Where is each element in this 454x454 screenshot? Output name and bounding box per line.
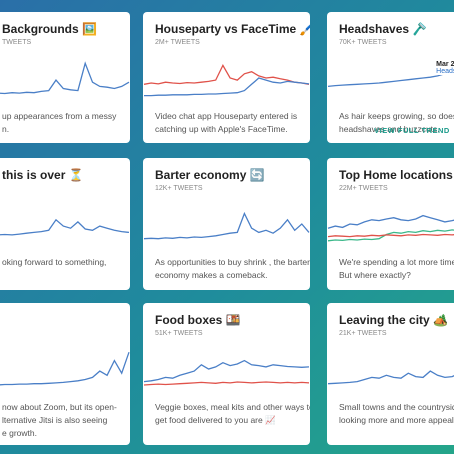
card-description: Small towns and the countryside a looking…: [339, 401, 454, 427]
trend-card: this is over ⏳ oking forward to something…: [0, 158, 130, 290]
trend-card: Barter economy 🔄 12K+ TWEETS As opportunit…: [143, 158, 310, 290]
trend-card: Houseparty vs FaceTime 🖌️ 2M+ TWEETS Video…: [143, 12, 310, 143]
tweet-count: 22M+ TWEETS: [339, 185, 388, 192]
sparkline: [143, 359, 310, 386]
trend-line: [0, 351, 130, 386]
sparkline: [327, 214, 454, 242]
tweet-count: 70K+ TWEETS: [339, 39, 387, 46]
trend-line: [143, 211, 310, 240]
card-description: As opportunities to buy shrink , the bar…: [155, 256, 310, 282]
tooltip-date: Mar 26: [436, 61, 454, 68]
card-title: Food boxes 🍱: [155, 313, 241, 327]
description-line: We're spending a lot more time at: [339, 257, 454, 267]
tweet-count: 51K+ TWEETS: [155, 330, 203, 337]
sparkline: [143, 64, 310, 97]
sparkline: [327, 370, 454, 385]
description-line: As hair keeps growing, so does in: [339, 111, 454, 121]
trend-line: [327, 233, 454, 238]
tweet-count: 21K+ TWEETS: [339, 330, 387, 337]
card-description: oking forward to something,: [2, 256, 106, 269]
tweet-count: 12K+ TWEETS: [155, 185, 203, 192]
card-title: Top Home locations 🏠: [339, 168, 454, 182]
description-line: looking more and more appealing: [339, 415, 454, 425]
card-description: Veggie boxes, meal kits and other ways t…: [155, 401, 310, 427]
card-description: up appearances from a messy n.: [2, 110, 116, 136]
trend-line: [143, 359, 310, 383]
trend-line: [143, 381, 310, 386]
trend-card: Backgrounds 🖼️ TWEETS up appearances from …: [0, 12, 130, 143]
description-line: lternative Jitsi is also seeing: [2, 415, 108, 425]
view-trend-link[interactable]: VIEW FULL TREND: [374, 126, 450, 135]
card-title: this is over ⏳: [2, 168, 84, 182]
description-line: catching up with Apple's FaceTime.: [155, 124, 288, 134]
sparkline: [0, 218, 130, 236]
trend-line: [143, 64, 310, 85]
description-line: oking forward to something,: [2, 257, 107, 267]
card-title: Headshaves 🪒: [339, 22, 428, 36]
sparkline: [327, 72, 454, 88]
tweet-count: [2, 316, 118, 324]
trend-line: [327, 370, 454, 385]
description-line: up appearances from a messy: [2, 111, 117, 121]
description-line: n.: [2, 124, 10, 134]
tooltip-value: Headshave: 5,788: [436, 68, 454, 75]
description-line: But where exactly?: [339, 270, 411, 280]
trend-line: [144, 77, 310, 97]
tweet-count: TWEETS: [2, 39, 32, 46]
card-description: Video chat app Houseparty entered is catc…: [155, 110, 297, 136]
trend-card: now about Zoom, but its open-lternative …: [0, 303, 130, 445]
trend-card[interactable]: Leaving the city 🏕️ 21K+ TWEETS Small town…: [327, 303, 454, 445]
description-line: headshaves and buzzcuts.: [339, 124, 440, 134]
sparkline: [143, 211, 310, 240]
tweet-count: 2M+ TWEETS: [155, 39, 200, 46]
trend-card[interactable]: Top Home locations 🏠 22M+ TWEETS We're spe…: [327, 158, 454, 290]
trend-line: [327, 229, 454, 242]
trend-line: [0, 61, 130, 95]
description-line: As opportunities to buy shrink , the bar…: [155, 257, 310, 267]
description-line: e growth.: [2, 428, 37, 438]
description-line: Video chat app Houseparty entered is: [155, 111, 298, 121]
card-title: Backgrounds 🖼️: [2, 22, 97, 36]
description-line: get food delivered to you are 📈: [155, 415, 276, 425]
sparkline: [0, 61, 130, 95]
card-description: As hair keeps growing, so does in headsha…: [339, 110, 454, 136]
trend-line: [0, 218, 130, 236]
trend-card[interactable]: Headshaves 🪒 70K+ TWEETS As hair keeps gro…: [327, 12, 454, 143]
trend-card: Food boxes 🍱 51K+ TWEETS Veggie boxes, mea…: [143, 303, 310, 445]
card-title: Barter economy 🔄: [155, 168, 265, 182]
description-line: Veggie boxes, meal kits and other ways t…: [155, 402, 310, 412]
card-title: Houseparty vs FaceTime 🖌️: [155, 22, 310, 36]
tweet-count: [2, 185, 118, 193]
card-description: now about Zoom, but its open-lternative …: [2, 401, 117, 440]
card-title: Leaving the city 🏕️: [339, 313, 448, 327]
tooltip: Mar 26Headshave: 5,788: [436, 61, 454, 75]
trend-line: [327, 214, 454, 229]
description-line: now about Zoom, but its open-: [2, 402, 117, 412]
description-line: economy makes a comeback.: [155, 270, 268, 280]
sparkline: [0, 351, 130, 386]
trend-line: [327, 72, 454, 88]
card-description: We're spending a lot more time at But whe…: [339, 256, 454, 282]
description-line: Small towns and the countryside a: [339, 402, 454, 412]
